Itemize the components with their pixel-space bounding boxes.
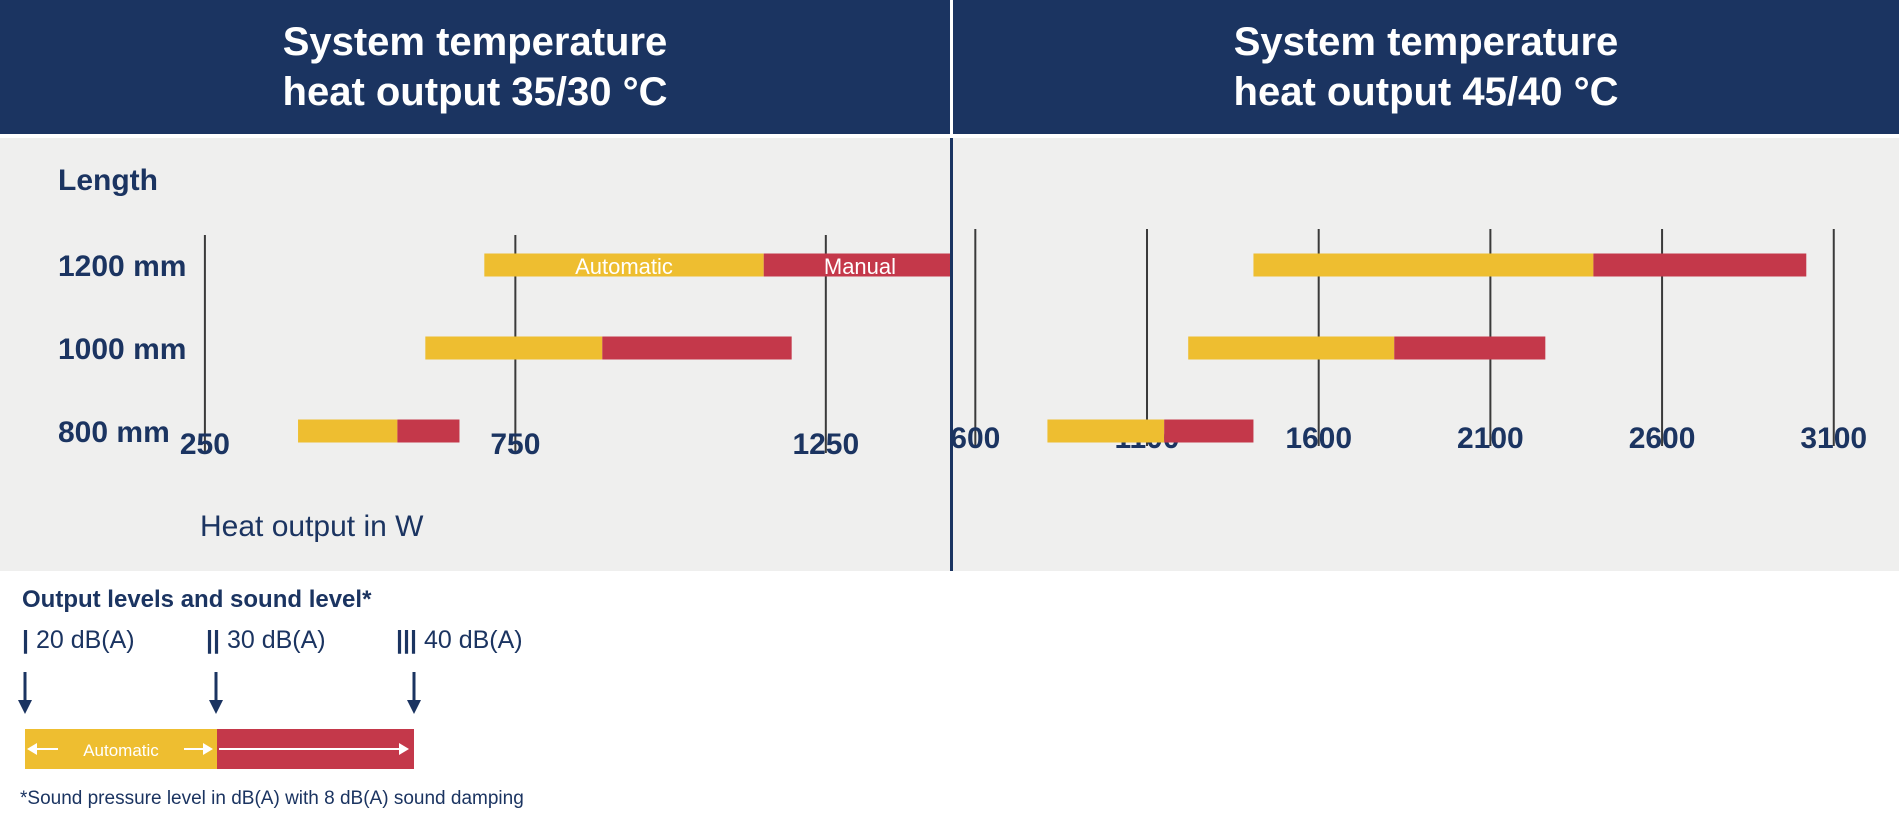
legend-level-3-text: 40 dB(A): [423, 626, 523, 654]
legend-level-3: ||| 40 dB(A): [396, 626, 523, 655]
bar-manual: [763, 253, 950, 277]
category-label: 1200 mm: [58, 250, 186, 283]
panel-divider: [950, 138, 953, 571]
x-tick-label: 250: [180, 428, 230, 461]
header-right-line2: heat output 45/40 °C: [1233, 70, 1619, 114]
bar-automatic: [1047, 419, 1165, 443]
legend-level-1-text: 20 dB(A): [35, 626, 135, 654]
x-tick-label: 1600: [1285, 422, 1352, 455]
bar-automatic: [1253, 253, 1594, 277]
bar-automatic: [484, 253, 764, 277]
x-tick-label: 750: [490, 428, 540, 461]
header-right: System temperature heat output 45/40 °C: [953, 0, 1899, 134]
bar-automatic: [1188, 336, 1395, 360]
legend-diagram: Automatic: [18, 672, 421, 769]
bar-manual: [1394, 336, 1546, 360]
y-axis-title: Length: [58, 164, 158, 197]
header-left-line1: System temperature: [282, 20, 668, 64]
legend-level-2: || 30 dB(A): [206, 626, 326, 655]
header-right-line1: System temperature: [1233, 20, 1619, 64]
x-axis-title: Heat output in W: [200, 510, 424, 543]
x-tick-label: 600: [953, 422, 1000, 455]
header-gap: [0, 134, 1899, 138]
legend-level-1-bars: |: [22, 626, 29, 654]
chart-right: 60011001600210026003100: [953, 229, 1867, 455]
legend-left-arrowhead-icon: [27, 743, 37, 755]
category-label: 1000 mm: [58, 333, 186, 366]
x-tick-label: 2100: [1457, 422, 1524, 455]
category-label: 800 mm: [58, 416, 170, 449]
bar-manual: [1164, 419, 1254, 443]
footnote: *Sound pressure level in dB(A) with 8 dB…: [20, 788, 524, 809]
legend-manual-arrowhead-icon: [399, 743, 409, 755]
legend-level-2-text: 30 dB(A): [226, 626, 326, 654]
legend-arrowhead-1-icon: [18, 700, 32, 714]
bar-label-manual: Manual: [824, 254, 896, 279]
legend-arrowhead-2-icon: [209, 700, 223, 714]
legend-level-2-bars: ||: [206, 626, 220, 654]
x-tick-label: 1250: [792, 428, 859, 461]
header-left-line2: heat output 35/30 °C: [282, 70, 668, 114]
x-tick-label: 3100: [1800, 422, 1867, 455]
x-tick-label: 2600: [1629, 422, 1696, 455]
bar-manual: [397, 419, 460, 443]
bar-label-automatic: Automatic: [575, 254, 673, 279]
bar-automatic: [298, 419, 398, 443]
legend-bar-label: Automatic: [83, 741, 159, 760]
bar-manual: [1593, 253, 1807, 277]
legend-arrowhead-3-icon: [407, 700, 421, 714]
legend-level-3-bars: |||: [396, 626, 417, 654]
header-left: System temperature heat output 35/30 °C: [0, 0, 950, 134]
legend-title: Output levels and sound level*: [22, 586, 372, 613]
chart-left: 250 750 1250 1200 mm 1000 mm 800 mm Automatic M…: [58, 164, 950, 543]
legend-right-arrowhead-icon: [203, 743, 213, 755]
bar-automatic: [425, 336, 603, 360]
bar-manual: [602, 336, 792, 360]
legend-level-1: | 20 dB(A): [22, 626, 135, 655]
